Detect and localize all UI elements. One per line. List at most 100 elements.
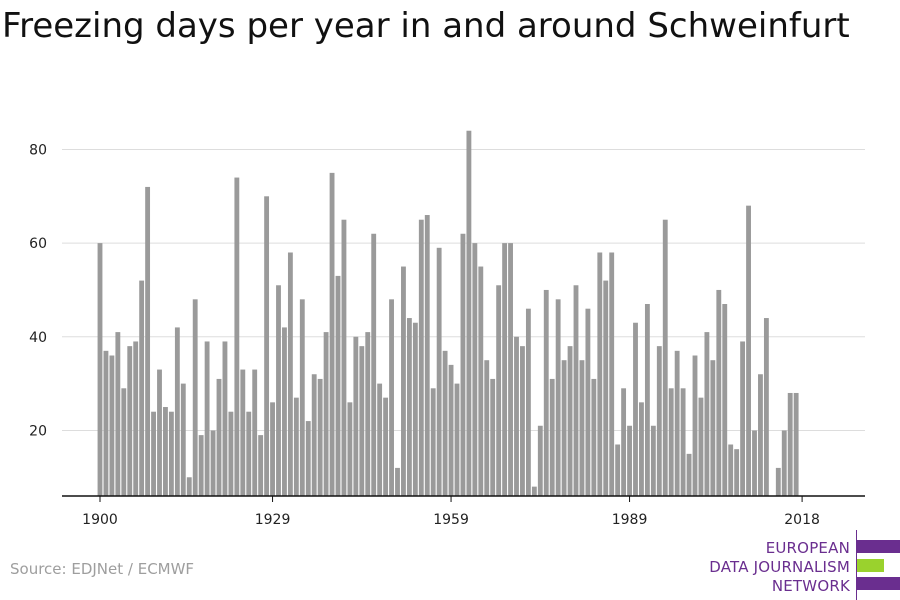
bar-1922: [228, 411, 234, 496]
bar-1965: [484, 360, 490, 496]
bar-1929: [270, 402, 275, 496]
bar-1927: [258, 435, 264, 496]
bar-1964: [478, 266, 484, 496]
bar-1997: [674, 350, 680, 496]
bar-2017: [793, 392, 799, 496]
bar-1950: [395, 467, 400, 496]
bar-1984: [597, 252, 603, 496]
bar-1953: [412, 322, 418, 496]
bar-1959: [448, 364, 454, 496]
bar-1905: [127, 346, 133, 496]
bar-2012: [763, 318, 769, 496]
bar-1990: [633, 322, 638, 496]
bar-1962: [466, 130, 472, 497]
edjnet-logo: EUROPEAN DATA JOURNALISM NETWORK: [700, 530, 900, 600]
bar-1910: [157, 369, 162, 496]
logo-bar-purple-top: [857, 540, 900, 553]
x-tick-label-1989: 1989: [612, 512, 648, 528]
bar-1995: [662, 219, 668, 496]
bar-1956: [430, 388, 436, 496]
bar-1960: [454, 383, 460, 496]
bar-1909: [151, 411, 156, 496]
bar-1996: [668, 388, 674, 496]
bar-1980: [573, 285, 579, 496]
chart-title: Freezing days per year in and around Sch…: [2, 6, 850, 46]
bar-1900: [97, 243, 103, 496]
bar-1961: [460, 233, 466, 496]
logo-text-line-2: DATA JOURNALISM: [709, 558, 850, 576]
x-tick-label-1929: 1929: [255, 512, 291, 528]
bar-1970: [514, 336, 519, 496]
bar-1931: [282, 327, 287, 496]
bar-1999: [686, 453, 692, 496]
bar-2008: [740, 341, 746, 496]
bar-1992: [644, 304, 650, 496]
y-tick-label-80: 80: [29, 142, 47, 158]
bar-2015: [781, 430, 787, 496]
logo-divider: [856, 530, 857, 600]
bar-1951: [401, 266, 406, 496]
x-tick-label-1900: 1900: [82, 512, 118, 528]
bar-1989: [627, 425, 632, 496]
bar-2010: [752, 430, 757, 496]
bar-1915: [186, 477, 192, 496]
bar-1916: [192, 299, 198, 496]
bar-1919: [210, 430, 216, 496]
bar-1957: [436, 247, 442, 496]
axes: [62, 495, 865, 502]
bar-1944: [359, 346, 365, 496]
bars: [97, 130, 799, 497]
bar-1974: [537, 425, 543, 496]
bar-2000: [692, 355, 698, 496]
source-note: Source: EDJNet / ECMWF: [10, 560, 195, 578]
x-tick-label-1959: 1959: [433, 512, 469, 528]
logo-bar-purple-bottom: [857, 577, 900, 590]
bar-1925: [246, 411, 252, 496]
bar-1949: [389, 299, 394, 496]
bar-1986: [609, 252, 615, 496]
bar-1973: [531, 486, 537, 496]
bar-1982: [585, 308, 591, 496]
bar-1991: [639, 402, 644, 496]
bar-1952: [406, 318, 412, 496]
bar-2003: [710, 360, 716, 496]
bar-1979: [567, 346, 573, 496]
bar-1963: [472, 243, 478, 496]
logo-text-line-3: NETWORK: [771, 577, 850, 595]
bar-1904: [121, 388, 127, 496]
bar-1930: [276, 285, 281, 496]
bar-1955: [424, 215, 430, 496]
bar-1935: [305, 421, 311, 496]
bar-1985: [603, 280, 609, 496]
bar-1921: [222, 341, 228, 496]
y-tick-label-60: 60: [29, 236, 47, 252]
bar-1911: [163, 407, 168, 496]
bar-1969: [508, 243, 513, 496]
bar-1907: [139, 280, 145, 496]
bar-1987: [615, 444, 621, 496]
bar-1994: [656, 346, 662, 496]
bar-1942: [347, 402, 353, 496]
bar-1940: [335, 275, 341, 496]
bar-1988: [621, 388, 627, 496]
bar-1993: [650, 425, 656, 496]
bar-1923: [234, 177, 240, 496]
bar-1998: [680, 388, 686, 496]
bar-1983: [591, 378, 597, 496]
bar-2001: [698, 397, 704, 496]
bar-1918: [204, 341, 210, 496]
bar-1966: [490, 378, 496, 496]
bar-1938: [323, 332, 329, 496]
bar-2011: [758, 374, 763, 496]
bar-1943: [353, 336, 359, 496]
bar-1912: [168, 411, 174, 496]
logo-text-line-1: EUROPEAN: [765, 539, 850, 557]
bar-1928: [264, 196, 270, 497]
bar-1975: [543, 289, 549, 496]
bar-1946: [371, 233, 377, 496]
bar-1926: [252, 369, 258, 496]
bar-1958: [442, 350, 448, 496]
logo-bar-green: [857, 559, 884, 572]
bar-2005: [722, 304, 728, 496]
